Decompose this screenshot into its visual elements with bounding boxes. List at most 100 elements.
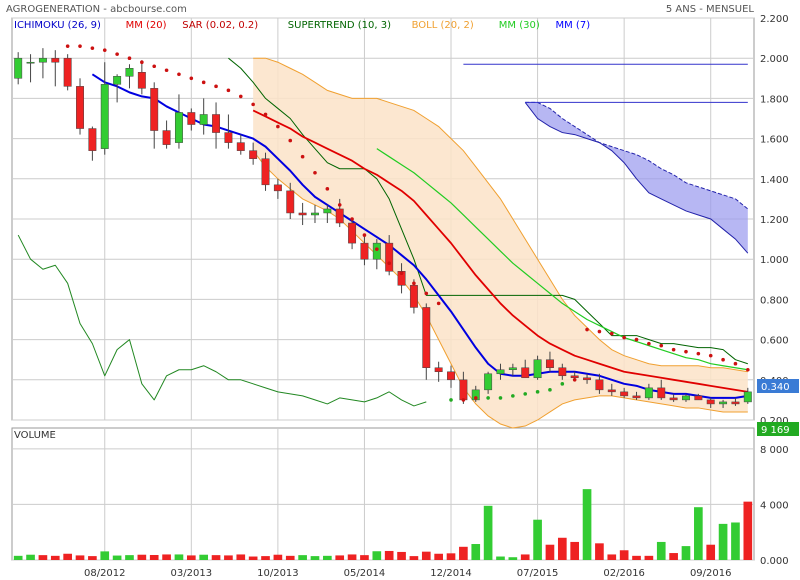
volume-bar (50, 555, 60, 560)
sar-point (288, 138, 293, 143)
volume-bar (656, 541, 666, 560)
ichimoku-cloud (525, 102, 748, 254)
candle-down (583, 377, 592, 381)
volume-bar (496, 556, 505, 560)
ichimoku-span-a-line (525, 101, 749, 210)
candle-down (595, 379, 604, 391)
candle-up (471, 389, 480, 401)
volume-bar (619, 550, 629, 560)
last-price-tag (757, 379, 799, 393)
candle-down (731, 401, 740, 405)
time-tick-label: 07/2015 (517, 568, 559, 579)
sar-point (548, 388, 552, 392)
sar-point (671, 347, 676, 352)
legend-entry: MM (7) (556, 20, 591, 31)
candle-down (360, 242, 369, 260)
time-tick-label: 03/2013 (171, 568, 213, 579)
volume-bar (26, 554, 35, 560)
bollinger-upper-line (253, 57, 748, 373)
volume-bar (446, 553, 456, 560)
volume-bar (718, 523, 728, 560)
last-volume-value: 9 169 (761, 425, 790, 436)
volume-bar (347, 554, 357, 560)
legend-entry: MM (20) (126, 20, 167, 31)
time-tick-label: 12/2014 (430, 568, 472, 579)
volume-bar (632, 555, 641, 560)
candle-down (409, 285, 418, 308)
volume-bar (112, 555, 122, 560)
candle-down (212, 114, 221, 133)
candle-down (249, 150, 258, 159)
candle-up (682, 395, 690, 401)
candle-down (545, 359, 554, 368)
candle-up (113, 76, 122, 85)
legend-entry: BOLL (20, 2) (412, 20, 474, 31)
price-tick-label: 1.600 (760, 135, 789, 146)
candle-down (51, 57, 60, 63)
candle-down (385, 242, 394, 272)
candle-up (743, 391, 752, 403)
candle-up (125, 68, 134, 77)
time-tick-label: 08/2012 (84, 568, 126, 579)
sar-point (622, 335, 626, 340)
sar-point (226, 88, 231, 93)
sar-point (201, 80, 206, 85)
candle-up (533, 359, 542, 379)
volume-bar (570, 541, 580, 560)
time-tick-label: 10/2013 (257, 568, 299, 579)
sar-point (424, 291, 429, 296)
sar-point (696, 351, 701, 356)
sar-point (733, 361, 738, 366)
price-tick-label: 1.800 (760, 94, 789, 105)
legend: ICHIMOKU (26, 9) MM (20) SAR (0.02, 0.2) SU… (14, 20, 590, 31)
sar-point (461, 398, 466, 402)
sar-point (560, 382, 565, 386)
sar-point (572, 378, 577, 382)
volume-bar (224, 555, 233, 560)
sar-point (609, 331, 614, 336)
sar-point (721, 357, 725, 362)
sar-point (634, 337, 639, 342)
sar-point (511, 394, 515, 398)
sar-point (659, 343, 664, 348)
volume-bar (545, 544, 555, 560)
candle-up (174, 112, 183, 143)
sar-point (251, 102, 255, 107)
price-tick-label: 2.200 (760, 14, 789, 25)
last-volume-tag (757, 422, 799, 436)
volume-bar (557, 537, 567, 560)
candle-down (286, 190, 295, 214)
candle-down (76, 86, 84, 129)
sar-point (164, 68, 169, 73)
sar-point (238, 94, 243, 99)
candle-down (137, 72, 146, 89)
candle-down (162, 130, 171, 145)
sar-point (746, 367, 750, 372)
sar-point (325, 187, 330, 191)
time-tick-label: 09/2016 (690, 568, 732, 579)
price-tick-label: 1.400 (760, 175, 789, 186)
volume-bar (582, 489, 592, 560)
volume-bar (38, 555, 48, 560)
candle-up (484, 373, 493, 391)
volume-bar (384, 550, 394, 560)
candle-down (348, 222, 357, 244)
price-tick-label: 0.800 (760, 295, 789, 306)
price-tick-label: 0.600 (760, 336, 789, 347)
sar-point (90, 46, 95, 50)
price-tick-label: 0.200 (760, 416, 789, 427)
sar-point (449, 398, 453, 402)
sar-point (350, 217, 354, 221)
volume-bar (162, 554, 171, 560)
candle-down (706, 399, 715, 405)
candle-down (521, 367, 530, 379)
volume-bar (533, 519, 542, 560)
mm20-line (252, 109, 748, 393)
sar-point (313, 170, 317, 175)
volume-bar (310, 556, 320, 560)
volume-bar (372, 551, 382, 560)
volume-bar (706, 544, 716, 560)
sar-point (189, 76, 194, 81)
bollinger-lower-line (252, 150, 748, 429)
candle-down (669, 397, 678, 401)
